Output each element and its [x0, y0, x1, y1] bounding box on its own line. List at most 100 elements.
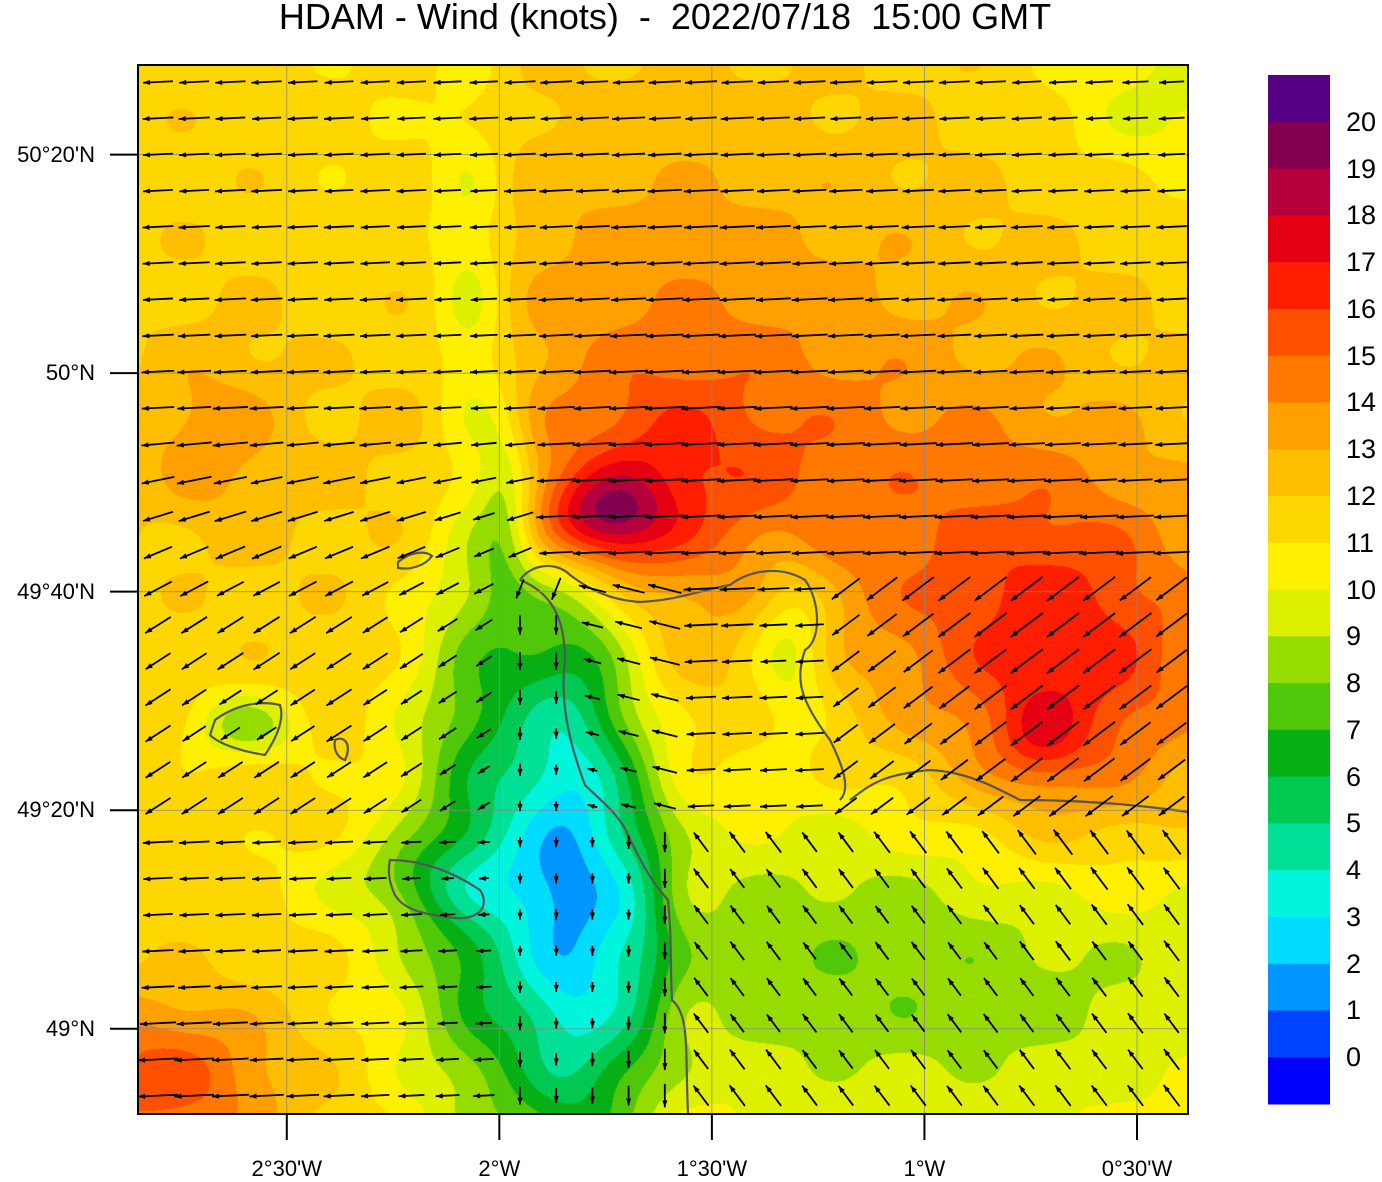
wind-arrow — [984, 942, 997, 959]
wind-arrow — [434, 406, 462, 411]
wind-arrow — [867, 614, 896, 636]
wind-arrow — [440, 801, 455, 811]
wind-arrow — [251, 261, 281, 266]
wind-arrow — [504, 188, 536, 193]
wind-arrow — [1045, 442, 1081, 447]
wind-arrow — [217, 582, 244, 596]
wind-arrow — [730, 1014, 744, 1032]
wind-arrow — [864, 370, 900, 375]
wind-arrow — [517, 1016, 522, 1030]
wind-arrow — [1164, 941, 1179, 961]
lon-tick-label: 2°W — [454, 1156, 544, 1182]
wind-arrow — [685, 659, 718, 664]
wind-arrow — [221, 727, 240, 739]
wind-arrow — [439, 840, 455, 845]
wind-arrow — [177, 477, 212, 485]
wind-arrow — [609, 442, 649, 447]
wind-arrow — [144, 582, 171, 596]
wind-arrow — [827, 442, 865, 447]
wind-arrow — [146, 762, 171, 778]
wind-arrow — [288, 512, 318, 522]
wind-arrow — [438, 619, 458, 632]
wind-arrow — [626, 1051, 631, 1068]
wind-arrow — [476, 1021, 492, 1026]
wind-arrow — [1128, 1013, 1143, 1033]
wind-arrow — [590, 873, 595, 883]
wind-arrow — [694, 905, 708, 924]
colorbar-label: 12 — [1346, 481, 1376, 512]
wind-arrow — [903, 80, 934, 85]
wind-arrow — [681, 442, 721, 447]
wind-arrow — [517, 873, 522, 883]
wind-arrow — [288, 949, 318, 954]
wind-arrow — [1049, 152, 1078, 157]
wind-arrow — [517, 910, 522, 920]
wind-arrow — [911, 869, 925, 888]
wind-arrow — [178, 333, 210, 338]
colorbar-swatch — [1268, 1010, 1330, 1057]
wind-arrow — [645, 478, 685, 483]
wind-arrow — [1007, 514, 1046, 519]
wind-arrow — [802, 1086, 817, 1106]
wind-arrow — [899, 514, 937, 519]
wind-arrow — [325, 188, 354, 193]
wind-arrow — [575, 225, 610, 230]
wind-arrow — [1118, 442, 1152, 447]
wind-arrow — [517, 1087, 522, 1105]
wind-arrow — [552, 578, 561, 600]
wind-arrow — [179, 116, 210, 121]
wind-arrow — [729, 832, 745, 853]
wind-arrow — [730, 978, 743, 996]
wind-arrow — [1119, 649, 1151, 673]
wind-arrow — [517, 1052, 522, 1067]
wind-arrow — [829, 188, 862, 193]
wind-arrow — [324, 116, 354, 121]
wind-arrow — [577, 80, 608, 85]
wind-arrow — [288, 1021, 318, 1026]
wind-arrow — [1047, 758, 1078, 781]
wind-arrow — [1047, 577, 1079, 601]
wind-arrow — [1086, 116, 1112, 121]
wind-arrow — [361, 547, 390, 559]
wind-arrow — [1084, 188, 1114, 193]
wind-arrow — [1047, 722, 1079, 746]
wind-arrow — [900, 442, 937, 447]
wind-arrow — [938, 188, 970, 193]
wind-arrow — [476, 692, 491, 702]
wind-arrow — [440, 765, 456, 775]
wind-arrow — [767, 942, 781, 960]
wind-arrow — [840, 943, 852, 959]
wind-arrow — [1156, 333, 1187, 338]
wind-arrow — [1164, 868, 1180, 890]
wind-arrow — [662, 978, 667, 997]
wind-arrow — [1123, 116, 1148, 121]
wind-arrow — [364, 876, 387, 881]
wind-arrow — [1043, 551, 1083, 556]
wind-arrow — [946, 831, 962, 853]
wind-arrow — [1020, 978, 1033, 996]
colorbar-swatch — [1268, 496, 1330, 543]
wind-arrow — [554, 982, 559, 992]
wind-arrow — [718, 406, 757, 411]
wind-arrow — [397, 80, 426, 85]
wind-arrow — [179, 512, 210, 522]
wind-arrow — [473, 1093, 494, 1098]
wind-arrow — [287, 1057, 319, 1062]
colorbar-swatch — [1268, 823, 1330, 870]
wind-arrow — [719, 261, 754, 266]
wind-arrow — [218, 617, 244, 633]
colorbar-swatch — [1268, 1057, 1330, 1104]
wind-arrow — [974, 297, 1007, 302]
wind-arrow — [401, 912, 422, 917]
wind-arrow — [982, 831, 999, 853]
wind-arrow — [760, 695, 788, 700]
wind-arrow — [832, 615, 859, 635]
wind-arrow — [397, 512, 426, 521]
wind-arrow — [719, 297, 754, 302]
wind-arrow — [439, 728, 456, 739]
wind-arrow — [504, 297, 537, 302]
wind-arrow — [476, 656, 491, 666]
wind-arrow — [478, 766, 490, 774]
wind-arrow — [794, 116, 825, 121]
colorbar-label: 20 — [1346, 107, 1376, 138]
